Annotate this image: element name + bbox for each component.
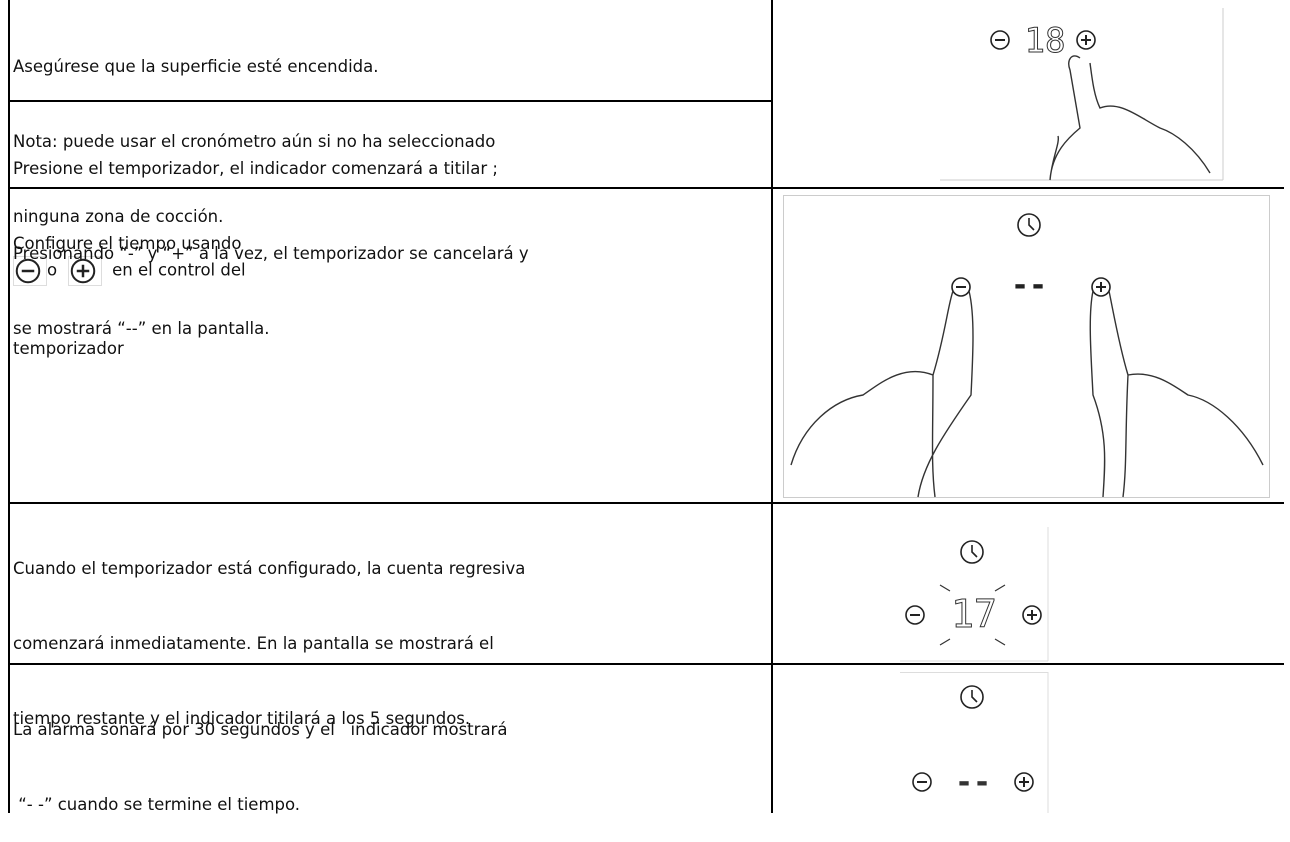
text-line: tiempo restante y el indicador titilará …	[13, 709, 471, 728]
illustration: --	[783, 195, 1270, 498]
text-line: “- -” cuando se termine el tiempo.	[13, 795, 301, 814]
minus-icon	[13, 256, 47, 286]
text-line: temporizador	[13, 339, 124, 358]
row-divider	[8, 502, 1284, 504]
display: 18	[1025, 21, 1066, 61]
text: en el control del	[112, 260, 246, 280]
table-border	[771, 0, 773, 813]
step-text: La alarma sonará por 30 segundos y el in…	[13, 667, 769, 842]
display: --	[1011, 268, 1047, 303]
illustration: --	[900, 672, 1049, 813]
text-line: ninguna zona de cocción.	[13, 207, 224, 226]
step-text: Presionando “-” y “+” a la vez, el tempo…	[13, 191, 769, 366]
table-border	[8, 0, 10, 813]
text: o	[47, 260, 58, 280]
step-text: Cuando el temporizador está configurado,…	[13, 506, 769, 756]
text-line: La alarma sonará por 30 segundos y el in…	[13, 720, 508, 739]
text: Configure el tiempo usando	[13, 234, 242, 253]
row-divider	[8, 187, 1284, 189]
text-line: Asegúrese que la superficie esté encendi…	[13, 57, 379, 76]
plus-icon	[67, 256, 102, 286]
step-text: Presione el temporizador, el indicador c…	[13, 106, 769, 386]
illustration: 17	[900, 527, 1049, 662]
text-line: Configure el tiempo usando o en el contr…	[13, 231, 769, 286]
text-line: comenzará inmediatamente. En la pantalla…	[13, 634, 494, 653]
display: 17	[951, 592, 997, 636]
text-line: se mostrará “--” en la pantalla.	[13, 319, 270, 338]
text-line: Nota: puede usar el cronómetro aún si no…	[13, 132, 496, 151]
step-text: Asegúrese que la superficie esté encendi…	[13, 4, 769, 254]
illustration: 18	[940, 8, 1224, 181]
row-divider	[8, 663, 1284, 665]
text-line: Cuando el temporizador está configurado,…	[13, 559, 526, 578]
text-line: Presionando “-” y “+” a la vez, el tempo…	[13, 244, 529, 263]
display: --	[955, 765, 991, 800]
row-divider	[8, 100, 771, 102]
page: Asegúrese que la superficie esté encendi…	[8, 0, 1284, 814]
text-line: Presione el temporizador, el indicador c…	[13, 159, 498, 178]
